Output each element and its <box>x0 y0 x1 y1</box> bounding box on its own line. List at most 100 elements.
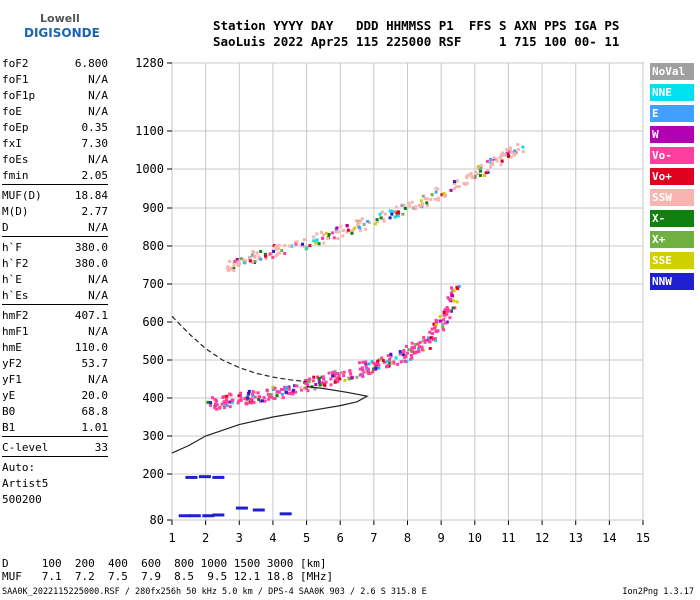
echo-point <box>341 229 345 233</box>
header-row1: Station YYYY DAY DDD HHMMSS P1 FFS S AXN… <box>213 18 620 33</box>
echo-point <box>248 259 252 263</box>
param-row-fof1: foF1 N/A <box>2 72 108 88</box>
echo-point <box>282 388 286 392</box>
echo-point <box>343 378 347 382</box>
echo-point <box>263 252 267 256</box>
echo-point <box>277 390 281 394</box>
echo-point <box>338 377 342 381</box>
y-tick-label: 400 <box>142 391 164 405</box>
y-tick-label: 80 <box>150 513 164 527</box>
echo-point <box>408 204 412 208</box>
echo-point <box>253 255 257 259</box>
echo-point <box>306 383 310 387</box>
echo-point <box>437 198 441 202</box>
legend-w: W <box>650 126 694 143</box>
legend-vo: Vo+ <box>650 168 694 185</box>
echo-point <box>321 375 325 379</box>
echo-point <box>322 241 326 245</box>
param-value: N/A <box>88 153 108 166</box>
echo-point <box>246 394 250 398</box>
echo-point <box>410 200 414 204</box>
echo-point <box>320 381 324 385</box>
echo-point <box>417 203 421 207</box>
echo-point <box>423 338 427 342</box>
echo-point <box>448 309 452 313</box>
echo-point <box>321 236 325 240</box>
param-name: foEp <box>2 121 29 134</box>
x-tick-label: 8 <box>404 531 411 545</box>
echo-point <box>358 373 362 377</box>
x-tick-label: 5 <box>303 531 310 545</box>
echo-point <box>364 362 368 366</box>
echo-point <box>385 364 389 368</box>
param-name: foF2 <box>2 57 29 70</box>
echo-point <box>286 391 290 395</box>
echo-point <box>228 259 232 263</box>
echo-point <box>363 227 367 231</box>
param-value: 68.8 <box>81 405 109 418</box>
echo-point <box>369 371 373 375</box>
muf-table: D 100 200 400 600 800 1000 1500 3000 [km… <box>2 557 333 583</box>
echo-point <box>430 327 434 331</box>
echo-point <box>486 168 490 172</box>
echo-point <box>434 338 438 342</box>
echo-point <box>419 199 423 203</box>
echo-point <box>304 379 308 383</box>
echo-point <box>332 236 336 240</box>
echo-point <box>292 388 296 392</box>
echo-point <box>294 242 298 246</box>
logo-line2: DIGISONDE <box>24 26 100 40</box>
echo-point <box>457 285 461 289</box>
echo-point <box>402 203 406 207</box>
param-name: MUF(D) <box>2 189 42 202</box>
low-echo <box>252 508 265 512</box>
x-tick-label: 15 <box>636 531 650 545</box>
muf-row-values: MUF 7.1 7.2 7.5 7.9 8.5 9.5 12.1 18.8 [M… <box>2 570 334 583</box>
echo-point <box>322 233 326 237</box>
echo-point <box>336 372 340 376</box>
legend-vo: Vo- <box>650 147 694 164</box>
station-header: Station YYYY DAY DDD HHMMSS P1 FFS S AXN… <box>213 18 619 50</box>
x-tick-label: 12 <box>535 531 549 545</box>
echo-point <box>335 226 339 230</box>
echo-point <box>433 197 437 201</box>
echo-point <box>226 265 230 269</box>
echo-point <box>364 366 368 370</box>
echo-point <box>388 216 392 220</box>
param-name: D <box>2 221 9 234</box>
echo-point <box>400 203 404 207</box>
echo-point <box>319 230 323 234</box>
echo-point <box>358 226 362 230</box>
echo-point <box>428 339 432 343</box>
echo-point <box>253 395 257 399</box>
echo-point <box>239 257 243 261</box>
echo-point <box>265 389 269 393</box>
echo-point <box>407 348 411 352</box>
x-tick-label: 4 <box>269 531 276 545</box>
echo-point <box>313 387 317 391</box>
legend-sse: SSE <box>650 252 694 269</box>
echo-point <box>389 354 393 358</box>
echo-point <box>327 371 331 375</box>
echo-point <box>416 342 420 346</box>
param-row-foes: foEs N/A <box>2 152 108 168</box>
echo-point <box>251 249 255 253</box>
echo-point <box>477 164 481 168</box>
x-tick-label: 9 <box>438 531 445 545</box>
echo-point <box>449 309 453 313</box>
echo-point <box>314 383 318 387</box>
echo-point <box>428 330 432 334</box>
footer-info: SAA0K_2022115225000.RSF / 280fx256h 50 k… <box>2 587 427 597</box>
y-tick-label: 700 <box>142 277 164 291</box>
echo-point <box>450 293 454 297</box>
echo-point <box>422 336 426 340</box>
echo-point <box>495 157 499 161</box>
param-row-yf2: yF2 53.7 <box>2 356 108 372</box>
param-row-fof1p: foF1p N/A <box>2 88 108 104</box>
y-tick-label: 1100 <box>135 124 164 138</box>
echo-point <box>498 156 502 160</box>
echo-point <box>249 401 253 405</box>
param-row-hmf2: hmF2 407.1 <box>2 308 108 324</box>
echo-point <box>392 360 396 364</box>
echo-point <box>354 219 358 223</box>
